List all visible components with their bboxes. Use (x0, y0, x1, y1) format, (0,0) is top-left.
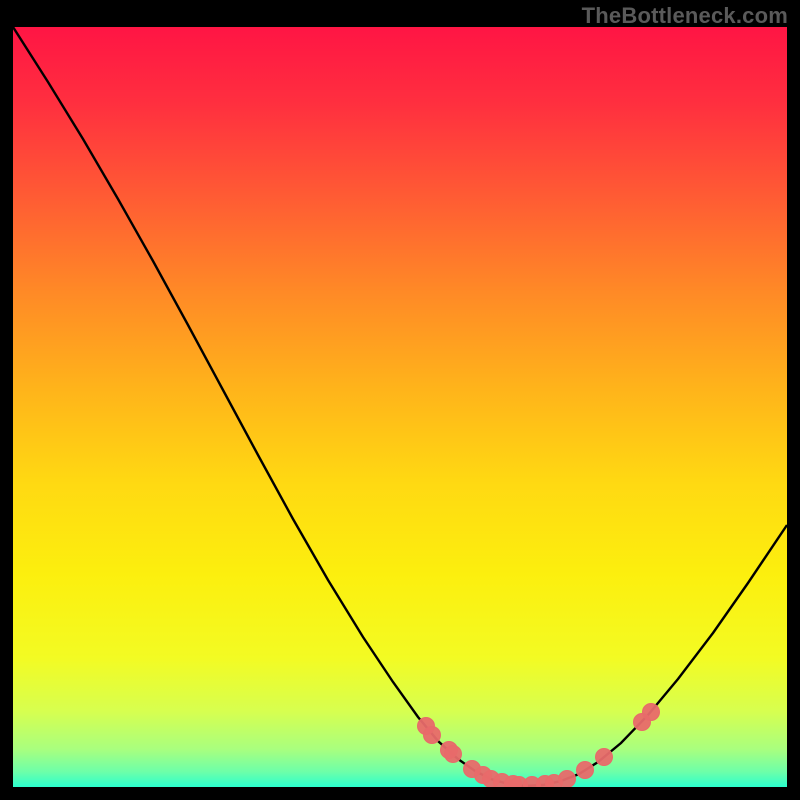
chart-svg (13, 27, 787, 787)
scatter-point (559, 771, 576, 788)
scatter-point (596, 749, 613, 766)
scatter-point (445, 746, 462, 763)
scatter-point (577, 762, 594, 779)
scatter-point (424, 727, 441, 744)
scatter-point (643, 704, 660, 721)
watermark-text: TheBottleneck.com (582, 3, 788, 29)
bottleneck-chart (13, 27, 787, 787)
chart-background (13, 27, 787, 787)
